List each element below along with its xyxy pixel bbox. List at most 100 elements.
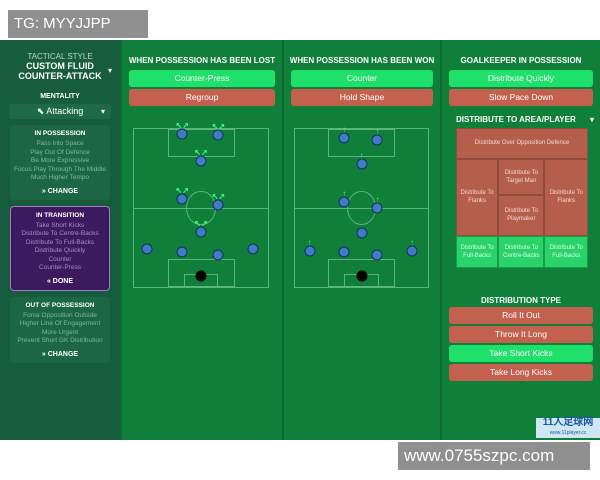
mentality-value: Attacking (46, 106, 84, 116)
card-item: Counter-Press (39, 264, 81, 271)
option-button[interactable]: Take Short Kicks (449, 345, 593, 362)
card-item: Prevent Short GK Distribution (17, 337, 103, 344)
tactical-style-select[interactable]: CUSTOM FLUID COUNTER-ATTACK ▾ (0, 61, 120, 81)
option-button[interactable]: Counter-Press (129, 70, 275, 87)
gk-column: GOALKEEPER IN POSSESSION Distribute Quic… (442, 40, 600, 440)
card-item: Play Out Of Defence (30, 148, 90, 156)
won-title: WHEN POSSESSION HAS BEEN WON (289, 56, 435, 65)
won-column: WHEN POSSESSION HAS BEEN WON Counter Hold… (284, 40, 440, 440)
player-marker[interactable] (371, 202, 383, 214)
player-marker[interactable] (356, 227, 367, 239)
watermark-top: TG: MYYJJPP (8, 10, 148, 38)
area-cb[interactable]: Distribute To Centre-Backs (498, 235, 545, 268)
up-arrow-icon: ↑ (375, 195, 380, 204)
tactic-card[interactable]: OUT OF POSSESSION Force Opposition Outsid… (10, 296, 110, 363)
card-item: Distribute Quickly (34, 247, 86, 254)
gk-title: GOALKEEPER IN POSSESSION (460, 56, 582, 65)
option-button[interactable]: Counter (291, 70, 433, 87)
tactic-card[interactable]: IN POSSESSION Pass Into Space Play Out Of … (10, 125, 110, 200)
distribution-area-grid: Distribute Over Opposition Defence Distri… (456, 128, 588, 268)
up-arrow-icon: ↑ (342, 188, 347, 198)
style-name: COUNTER-ATTACK (18, 71, 102, 81)
area-playmaker[interactable]: Distribute To Playmaker (498, 195, 545, 236)
card-action-button[interactable]: » CHANGE (41, 350, 79, 358)
area-fb-l[interactable]: Distribute To Full-Backs (456, 235, 499, 268)
card-item: Force Opposition Outside (23, 311, 97, 319)
logo: 11人足球网 www.11player.cc (536, 418, 600, 438)
pitch-lost: ↖↗ ↖↗ ↖↗ ↖↗ ↖↗ ↖↗ (133, 121, 269, 288)
area-over[interactable]: Distribute Over Opposition Defence (456, 128, 588, 159)
tactics-screen: TACTICAL STYLE CUSTOM FLUID COUNTER-ATTA… (0, 40, 600, 440)
up-arrow-icon: ↑ (307, 237, 312, 247)
diagonal-arrows-icon: ↖↗ (194, 218, 208, 228)
player-marker[interactable] (338, 246, 350, 258)
player-marker[interactable] (141, 243, 153, 255)
option-button[interactable]: Slow Pace Down (449, 89, 593, 106)
area-target[interactable]: Distribute To Target Man (498, 158, 545, 196)
player-marker[interactable] (356, 158, 367, 170)
player-marker[interactable] (406, 245, 418, 257)
chevron-down-icon: ▾ (100, 107, 105, 116)
area-fb-r[interactable]: Distribute To Full-Backs (544, 235, 588, 268)
pitch-line (328, 129, 395, 158)
watermark-bottom: www.0755szpc.com (398, 442, 590, 470)
card-item: Be More Expressive (30, 157, 90, 164)
sidebar: TACTICAL STYLE CUSTOM FLUID COUNTER-ATTA… (0, 40, 120, 440)
player-marker[interactable] (371, 134, 383, 146)
up-arrow-icon: ↑ (410, 237, 415, 247)
diagonal-arrows-icon: ↖↗ (175, 185, 189, 195)
player-marker[interactable] (195, 155, 207, 167)
player-marker[interactable] (176, 128, 188, 140)
goalkeeper-marker[interactable] (356, 270, 367, 282)
option-button[interactable]: Distribute Quickly (449, 70, 593, 87)
card-item: Distribute To Full-Backs (25, 238, 95, 246)
up-arrow-icon: ↑ (375, 127, 380, 137)
player-marker[interactable] (338, 196, 350, 208)
up-arrow-icon: ↑ (359, 150, 364, 160)
diagonal-arrows-icon: ↖↗ (175, 120, 189, 130)
goalkeeper-marker[interactable] (195, 270, 207, 282)
option-button[interactable]: Take Long Kicks (449, 364, 593, 381)
card-action-button[interactable]: « DONE (46, 277, 74, 285)
mentality-arrow-icon: ⬉ (36, 106, 47, 116)
player-marker[interactable] (176, 246, 188, 258)
player-marker[interactable] (338, 132, 350, 144)
divider (282, 40, 284, 440)
card-title: IN POSSESSION (34, 130, 86, 137)
card-action-button[interactable]: » CHANGE (41, 187, 79, 195)
option-button[interactable]: Throw It Long (449, 326, 593, 343)
card-item: Much Higher Tempo (30, 174, 90, 181)
style-name: CUSTOM FLUID (26, 61, 94, 71)
mentality-select[interactable]: ⬉ Attacking ▾ (9, 104, 111, 119)
card-item: Take Short Kicks (35, 221, 85, 229)
card-item: Focus Play Through The Middle (14, 165, 106, 173)
player-marker[interactable] (212, 249, 224, 261)
card-title: OUT OF POSSESSION (25, 301, 95, 309)
up-arrow-icon: ↑ (342, 125, 347, 135)
card-item: Counter (48, 255, 72, 263)
divider (120, 40, 122, 440)
player-marker[interactable] (195, 226, 207, 238)
lost-title: WHEN POSSESSION HAS BEEN LOST (128, 56, 276, 65)
player-marker[interactable] (304, 245, 316, 257)
card-item: Distribute To Centre-Backs (21, 230, 99, 237)
diagonal-arrows-icon: ↖↗ (211, 191, 226, 201)
player-marker[interactable] (212, 129, 224, 141)
area-flank-l[interactable]: Distribute To Flanks (456, 158, 499, 236)
distribution-type-title: DISTRIBUTION TYPE (480, 296, 561, 305)
option-button[interactable]: Hold Shape (291, 89, 433, 106)
area-title: DISTRIBUTE TO AREA/PLAYER (456, 115, 576, 124)
tactical-style-label: TACTICAL STYLE (27, 52, 93, 61)
area-flank-r[interactable]: Distribute To Flanks (544, 158, 588, 236)
player-marker[interactable] (371, 249, 383, 261)
player-marker[interactable] (176, 193, 188, 205)
card-item: Pass Into Space (36, 140, 84, 147)
player-marker[interactable] (212, 199, 224, 211)
tactic-card[interactable]: IN TRANSITION Take Short Kicks Distribute … (10, 205, 110, 291)
area-header[interactable]: DISTRIBUTE TO AREA/PLAYER ▾ (456, 115, 600, 124)
player-marker[interactable] (247, 243, 259, 255)
diagonal-arrows-icon: ↖↗ (211, 122, 226, 132)
option-button[interactable]: Regroup (129, 89, 275, 106)
chevron-down-icon: ▾ (107, 66, 112, 75)
option-button[interactable]: Roll It Out (449, 307, 593, 324)
